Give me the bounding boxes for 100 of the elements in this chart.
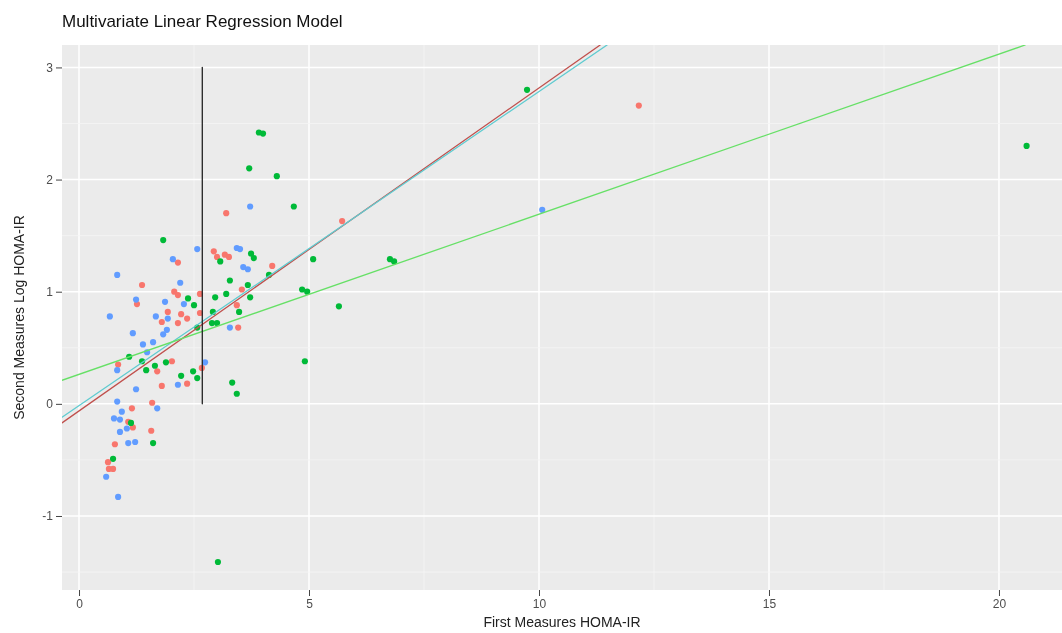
point: [164, 315, 171, 322]
point: [116, 428, 124, 435]
point: [226, 277, 233, 284]
point: [161, 298, 169, 305]
point: [184, 380, 191, 387]
point: [149, 339, 157, 346]
x-tick-label: 10: [532, 596, 547, 611]
point: [164, 308, 171, 315]
point: [217, 258, 224, 265]
point: [339, 217, 346, 225]
point: [132, 438, 139, 446]
point: [304, 288, 311, 295]
point: [111, 441, 118, 448]
point: [223, 290, 230, 298]
point: [106, 313, 113, 320]
point: [154, 405, 161, 412]
point: [244, 281, 251, 289]
point: [163, 326, 170, 333]
point: [148, 427, 155, 434]
point: [247, 203, 254, 210]
point: [226, 324, 233, 331]
point: [168, 358, 176, 365]
point: [152, 313, 159, 320]
point: [162, 359, 170, 366]
point: [109, 455, 117, 462]
point: [235, 324, 242, 331]
point: [178, 311, 185, 318]
point: [213, 253, 221, 261]
point: [539, 206, 546, 213]
point: [177, 279, 184, 286]
point: [233, 390, 240, 397]
point: [129, 330, 136, 337]
x-tick-label: 0: [76, 596, 84, 611]
point: [190, 302, 198, 309]
point: [196, 290, 204, 298]
point: [116, 416, 124, 423]
point: [160, 237, 167, 244]
point: [178, 372, 185, 379]
y-tick-label: 0: [46, 397, 54, 412]
point: [149, 399, 156, 406]
point: [158, 318, 165, 326]
point: [250, 254, 257, 262]
point: [240, 263, 247, 271]
point: [208, 320, 216, 327]
point: [194, 374, 201, 382]
point: [184, 295, 192, 302]
point: [174, 291, 182, 299]
x-tick-label: 15: [762, 596, 777, 611]
point: [118, 408, 125, 415]
point: [244, 266, 251, 273]
point: [184, 315, 191, 322]
point: [238, 286, 245, 293]
point: [194, 246, 201, 253]
point: [223, 210, 230, 217]
point: [128, 405, 136, 412]
point: [154, 368, 161, 375]
point: [169, 256, 176, 263]
point: [1023, 142, 1030, 150]
point: [233, 302, 240, 309]
point: [247, 250, 255, 257]
point: [114, 398, 121, 405]
point: [114, 271, 121, 278]
point: [180, 300, 187, 308]
point: [214, 558, 222, 566]
y-axis-title: Second Measures Log HOMA-IR: [11, 215, 27, 420]
point: [139, 341, 147, 348]
point: [115, 493, 122, 501]
point: [236, 308, 243, 315]
point: [158, 382, 165, 389]
point: [247, 294, 254, 301]
y-tick-label: 3: [46, 60, 54, 75]
y-tick-label: 1: [46, 285, 54, 300]
x-tick-label: 20: [992, 596, 1007, 611]
point: [115, 361, 122, 368]
point: [149, 440, 157, 447]
point: [273, 173, 280, 180]
y-tick-label: 2: [46, 172, 54, 187]
point: [236, 246, 244, 253]
point: [138, 281, 146, 289]
point: [225, 253, 233, 261]
point: [335, 303, 342, 310]
point: [143, 367, 150, 374]
point: [125, 440, 132, 447]
point: [174, 320, 182, 327]
point: [290, 203, 297, 210]
point: [391, 258, 398, 265]
point: [103, 473, 110, 480]
point: [196, 309, 204, 317]
point: [310, 256, 317, 263]
point: [213, 320, 221, 327]
point: [635, 102, 642, 109]
point: [174, 381, 182, 388]
point: [174, 259, 182, 266]
point: [269, 262, 276, 269]
point: [190, 368, 197, 375]
point: [132, 296, 140, 303]
point: [212, 294, 219, 301]
x-tick-label: 5: [306, 596, 314, 611]
point: [523, 86, 531, 93]
point: [299, 286, 306, 293]
